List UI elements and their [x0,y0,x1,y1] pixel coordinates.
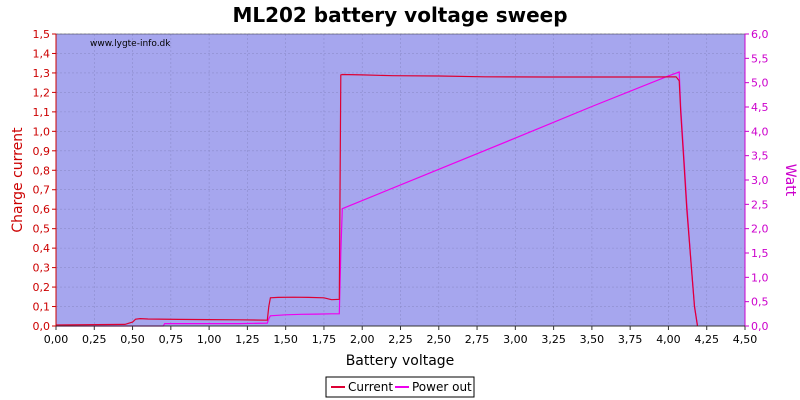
x-tick-label: 1,50 [273,333,298,346]
y2-tick-label: 0,0 [751,320,769,333]
y2-tick-label: 4,0 [751,125,769,138]
y2-tick-labels: 0,0 0,5 1,0 1,5 2,0 2,5 3,0 3,5 4,0 4,5 5,0 5,5 6,0 [745,28,769,333]
legend-label-power-out: Power out [412,380,472,394]
x-tick-label: 0,25 [82,333,107,346]
y-tick-label: 1,2 [33,86,51,99]
series-layer [55,71,699,327]
x-tick-labels: 0,00 0,25 0,50 0,75 1,00 1,25 1,50 1,75 2,00 2,25… [44,326,758,346]
y2-tick-label: 1,0 [751,271,769,284]
x-tick-label: 4,50 [733,333,758,346]
y-tick-label: 0,2 [33,281,51,294]
y-tick-label: 0,5 [33,223,51,236]
legend-label-current: Current [348,380,393,394]
x-tick-label: 3,25 [541,333,566,346]
y2-tick-label: 2,0 [751,223,769,236]
y-tick-label: 0,6 [33,203,51,216]
watermark: www.lygte-info.dk [90,39,171,49]
y2-tick-label: 4,5 [751,101,769,114]
series-line-current [55,73,699,327]
x-tick-label: 3,75 [618,333,643,346]
y-tick-labels: 0,0 0,1 0,2 0,3 0,4 0,5 0,6 0,7 0,8 0,9 1,0 1,1 1,2 1… [33,28,56,333]
x-tick-label: 1,25 [235,333,260,346]
y-tick-label: 0,4 [33,242,51,255]
x-tick-label: 2,00 [350,333,375,346]
x-tick-label: 0,00 [44,333,69,346]
x-axis-label: Battery voltage [346,353,455,369]
x-tick-label: 0,50 [120,333,145,346]
y-tick-label: 0,0 [33,320,51,333]
y-tick-label: 1,3 [33,67,51,80]
x-tick-label: 1,75 [312,333,337,346]
y-tick-label: 0,8 [33,164,51,177]
y2-tick-label: 0,5 [751,296,769,309]
y-tick-label: 0,7 [33,184,51,197]
grid-lines [55,33,746,327]
y2-tick-label: 3,0 [751,174,769,187]
x-tick-label: 2,25 [388,333,413,346]
y2-tick-label: 1,5 [751,247,769,260]
legend: Current Power out [325,376,475,398]
y-tick-label: 0,3 [33,262,51,275]
y-axis-label: Charge current [10,127,26,233]
y2-tick-label: 6,0 [751,28,769,41]
y2-tick-label: 3,5 [751,150,769,163]
chart-title: ML202 battery voltage sweep [232,3,567,27]
y-tick-label: 1,5 [33,28,51,41]
x-tick-label: 3,00 [503,333,528,346]
y-tick-label: 0,1 [33,301,51,314]
y2-tick-label: 2,5 [751,198,769,211]
y2-tick-label: 5,0 [751,77,769,90]
y2-axis-label: Watt [782,164,798,197]
x-tick-label: 2,50 [427,333,452,346]
y-tick-label: 0,9 [33,145,51,158]
y-tick-label: 1,1 [33,106,51,119]
x-tick-label: 2,75 [465,333,490,346]
y2-tick-label: 5,5 [751,52,769,65]
x-tick-label: 4,25 [694,333,719,346]
y-tick-label: 1,4 [33,47,51,60]
x-tick-label: 3,50 [580,333,605,346]
x-tick-label: 0,75 [159,333,184,346]
y-tick-label: 1,0 [33,125,51,138]
x-tick-label: 4,00 [656,333,681,346]
x-tick-label: 1,00 [197,333,222,346]
